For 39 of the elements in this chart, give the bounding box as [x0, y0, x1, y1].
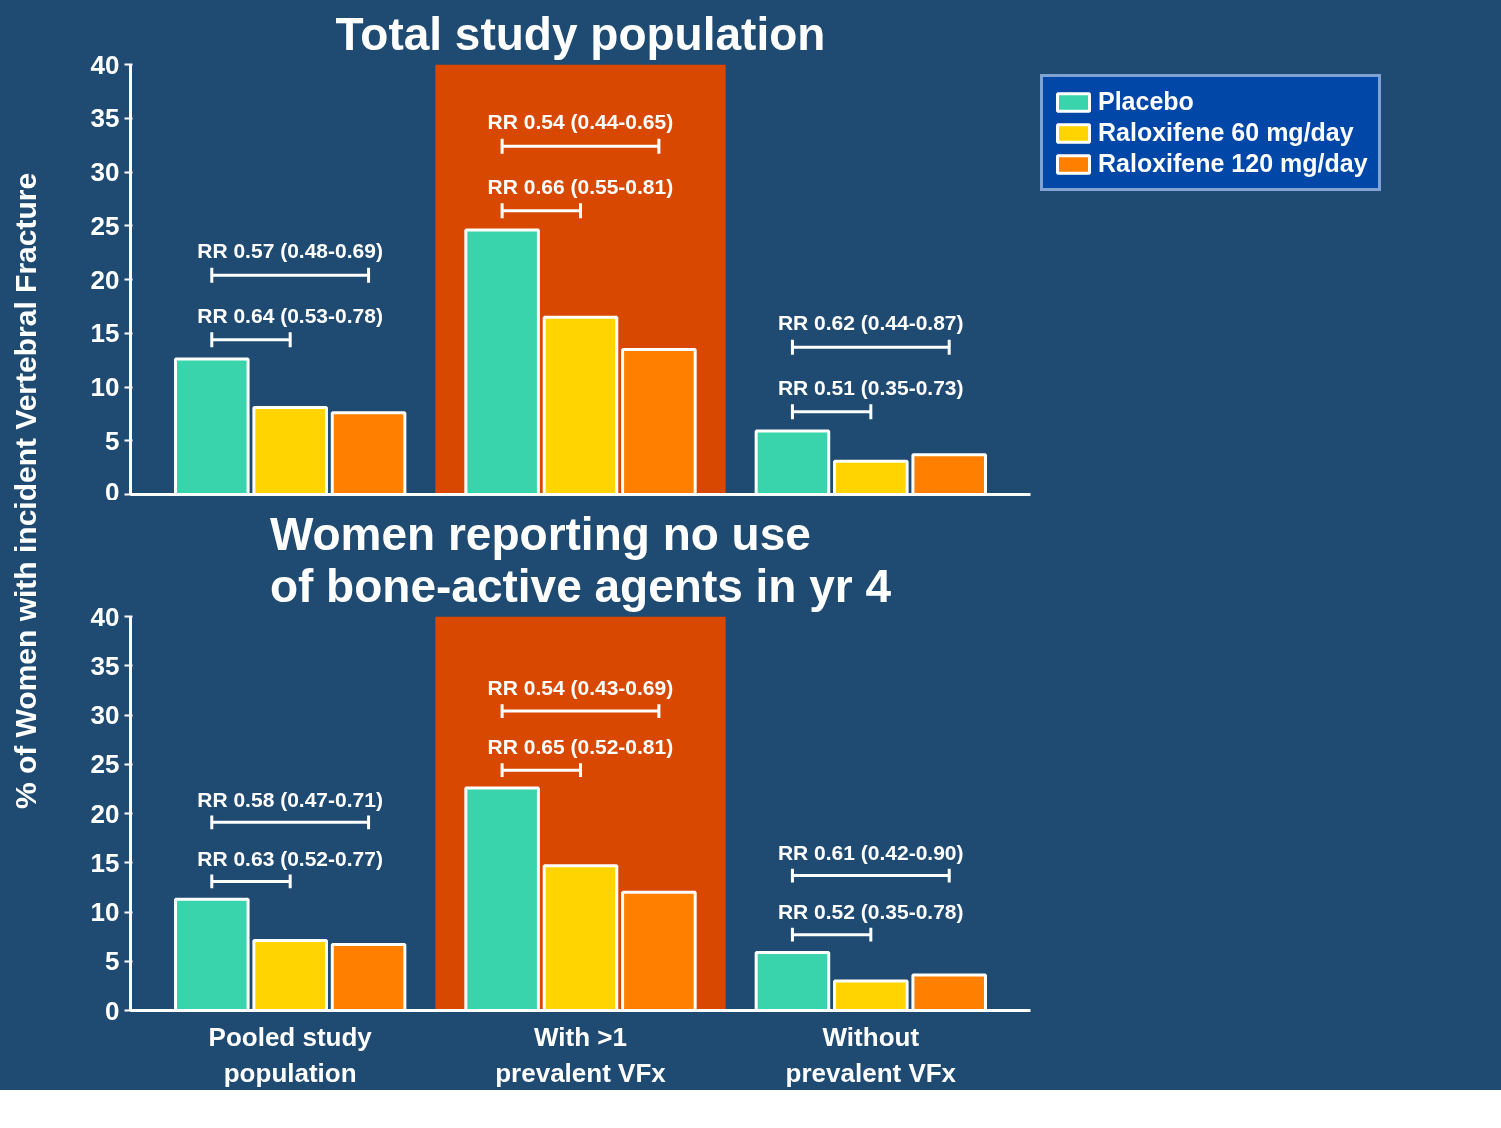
y-tick-label: 0: [105, 476, 120, 507]
annotation: RR 0.52 (0.35-0.78): [777, 899, 964, 923]
y-tick-label: 5: [105, 946, 120, 977]
annotation: RR 0.57 (0.48-0.69): [197, 239, 383, 263]
annotation: RR 0.54 (0.44-0.65): [487, 110, 674, 134]
y-tick-label: 40: [90, 601, 120, 632]
legend-label: Raloxifene 120 mg/day: [1098, 149, 1368, 178]
annotation: RR 0.64 (0.53-0.78): [197, 303, 383, 327]
y-tick-label: 40: [90, 49, 120, 80]
chart-title: Total study population: [335, 7, 826, 60]
y-tick-label: 5: [105, 425, 120, 456]
y-tick-label: 25: [90, 749, 120, 780]
annotation: RR 0.54 (0.43-0.69): [487, 676, 674, 700]
x-tick-label: Pooled study population: [208, 1021, 373, 1088]
annotation: RR 0.51 (0.35-0.73): [777, 375, 964, 399]
annotation: RR 0.62 (0.44-0.87): [777, 311, 964, 335]
y-axis-title: % of Women with incident Vertebral Fracture: [9, 172, 42, 810]
annotation: RR 0.63 (0.52-0.77): [197, 846, 383, 870]
x-tick-label: With >1 prevalent VFx: [495, 1021, 667, 1088]
y-tick-label: 10: [90, 372, 120, 402]
chart-title: Women reporting no use of bone-active agents in yr 4: [269, 507, 892, 612]
y-tick-label: 35: [90, 650, 120, 681]
annotation: RR 0.58 (0.47-0.71): [197, 787, 383, 811]
legend-label: Raloxifene 60 mg/day: [1098, 118, 1354, 147]
annotation: RR 0.61 (0.42-0.90): [777, 840, 964, 864]
x-tick-label: Without prevalent VFx: [785, 1021, 957, 1088]
y-tick-label: 30: [90, 700, 120, 730]
legend-label: Placebo: [1098, 87, 1194, 116]
annotation: RR 0.66 (0.55-0.81): [487, 174, 674, 198]
y-tick-label: 15: [90, 318, 120, 349]
annotation: RR 0.65 (0.52-0.81): [487, 735, 674, 759]
y-tick-label: 10: [90, 897, 120, 927]
y-tick-label: 25: [90, 210, 120, 241]
y-tick-label: 20: [90, 798, 120, 829]
y-tick-label: 20: [90, 264, 120, 295]
y-tick-label: 15: [90, 847, 120, 878]
y-tick-label: 0: [105, 995, 120, 1026]
y-tick-label: 35: [90, 103, 120, 134]
y-tick-label: 30: [90, 157, 120, 187]
